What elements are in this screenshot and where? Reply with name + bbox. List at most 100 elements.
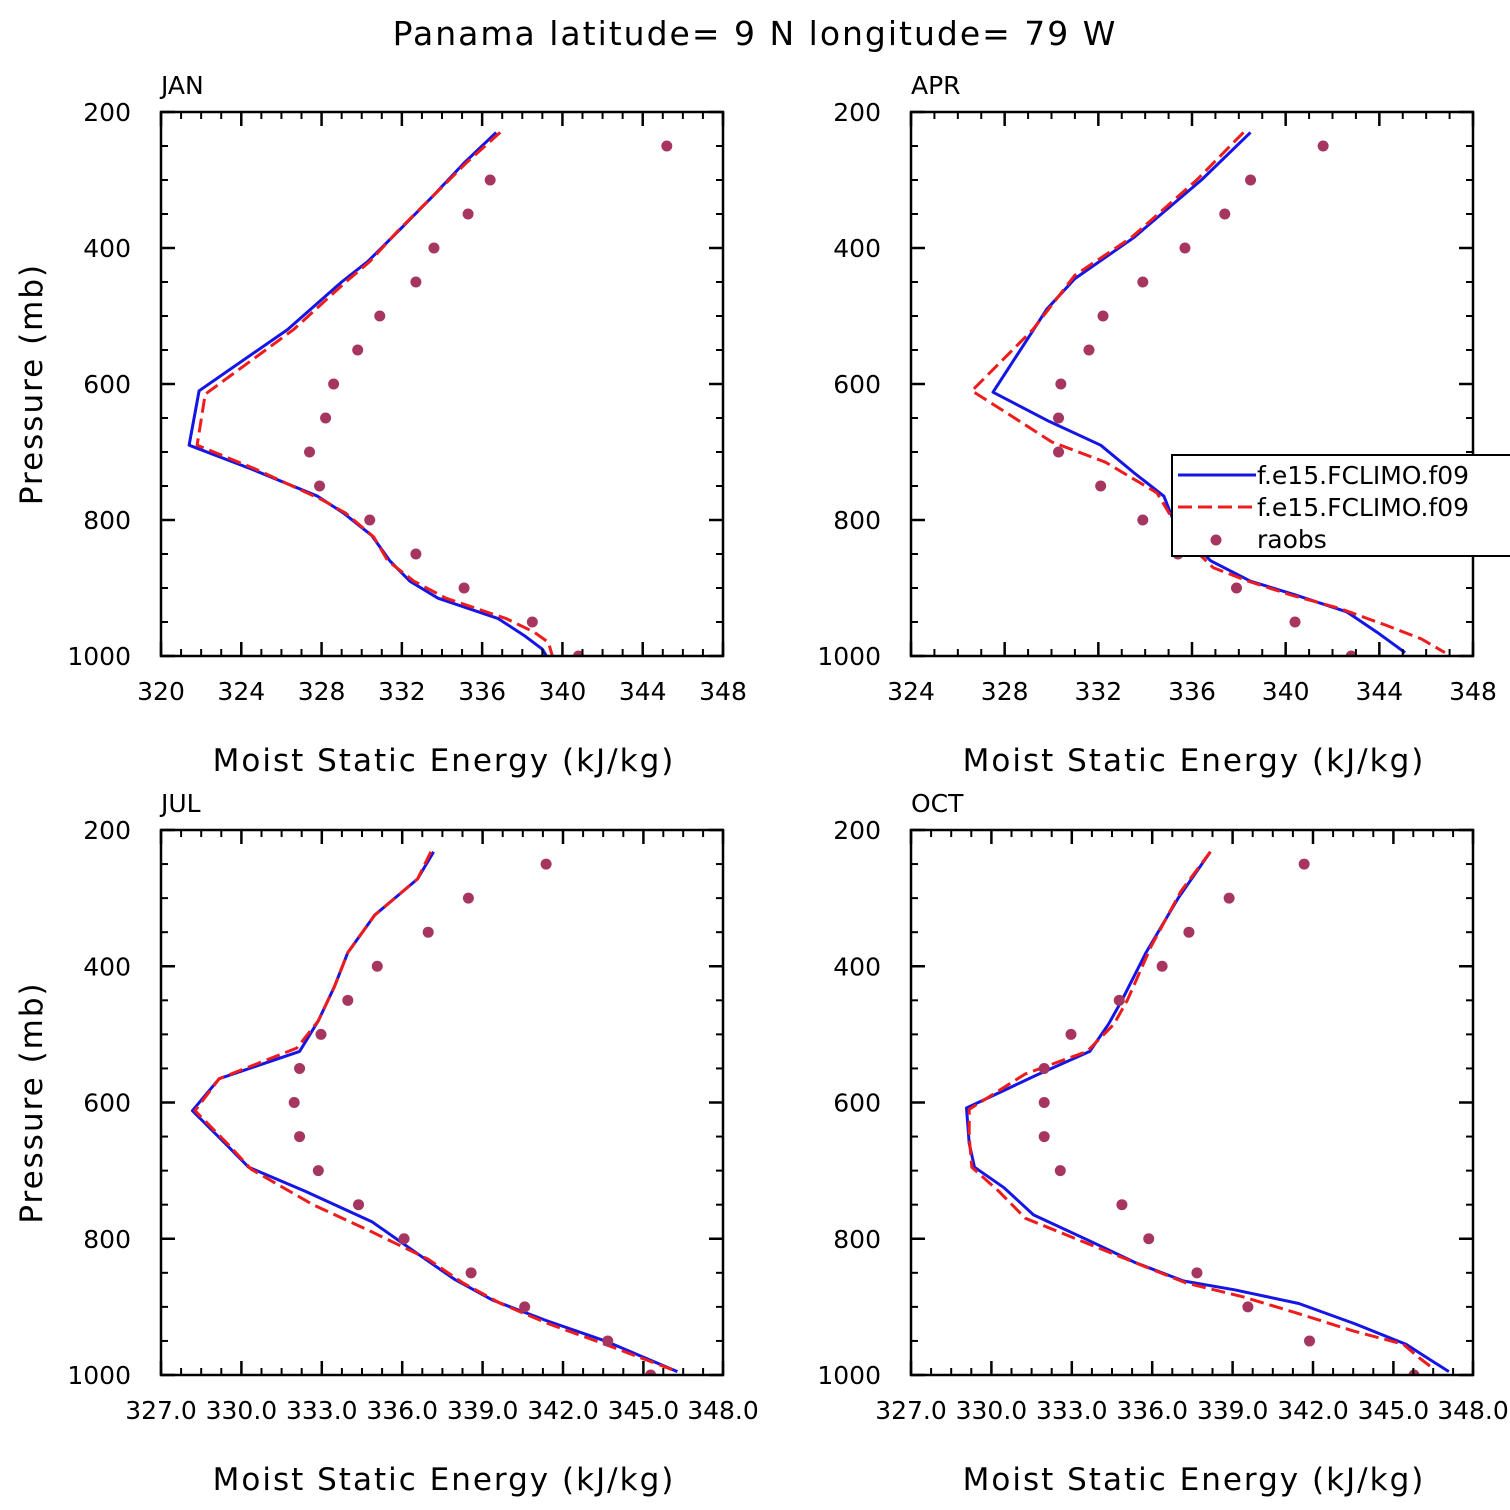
series-line-dashed bbox=[967, 850, 1434, 1370]
raobs-point bbox=[342, 994, 354, 1006]
raobs-point bbox=[410, 548, 422, 560]
legend-dot bbox=[1210, 534, 1222, 546]
data-layer bbox=[190, 851, 678, 1375]
raobs-point bbox=[572, 650, 584, 656]
raobs-point bbox=[352, 344, 364, 356]
y-tick-label: 1000 bbox=[67, 642, 131, 671]
y-tick-label: 400 bbox=[833, 234, 881, 263]
x-tick-label: 348 bbox=[1449, 677, 1497, 706]
raobs-point bbox=[1345, 650, 1357, 656]
raobs-point bbox=[1065, 1028, 1077, 1040]
raobs-point bbox=[1038, 1131, 1050, 1143]
raobs-point bbox=[1304, 1335, 1316, 1347]
y-axis-label: Pressure (mb) bbox=[14, 263, 50, 505]
x-tick-label: 339.0 bbox=[1197, 1396, 1269, 1425]
x-tick-label: 333.0 bbox=[286, 1396, 358, 1425]
x-tick-label: 333.0 bbox=[1036, 1396, 1108, 1425]
raobs-point bbox=[458, 582, 470, 594]
series-line-solid bbox=[991, 131, 1406, 654]
plot-frame bbox=[159, 110, 725, 658]
plot-frame bbox=[159, 828, 725, 1377]
x-tick-label: 324 bbox=[887, 677, 935, 706]
raobs-point bbox=[1191, 1267, 1203, 1279]
y-tick-label: 600 bbox=[83, 370, 131, 399]
raobs-point bbox=[1317, 140, 1329, 152]
raobs-point bbox=[1179, 242, 1191, 254]
raobs-point bbox=[1038, 1062, 1050, 1074]
x-axis-label: Moist Static Energy (kJ/kg) bbox=[213, 1462, 676, 1498]
y-tick-label: 800 bbox=[833, 1225, 881, 1254]
raobs-point bbox=[1083, 344, 1095, 356]
panel-title: JAN bbox=[159, 71, 204, 100]
legend-label: f.e15.FCLIMO.f09 bbox=[1257, 493, 1469, 522]
raobs-point bbox=[1223, 892, 1235, 904]
x-tick-label: 344 bbox=[619, 677, 667, 706]
data-layer bbox=[965, 850, 1450, 1375]
x-tick-label: 345.0 bbox=[1358, 1396, 1430, 1425]
raobs-point bbox=[1242, 1301, 1254, 1313]
legend: f.e15.FCLIMO.f09 f.e15.FCLIMO.f09 raobs bbox=[1171, 454, 1510, 557]
raobs-point bbox=[410, 276, 422, 288]
y-tick-label: 200 bbox=[83, 816, 131, 845]
x-tick-label: 339.0 bbox=[447, 1396, 519, 1425]
y-tick-label: 400 bbox=[833, 952, 881, 981]
raobs-point bbox=[1137, 514, 1149, 526]
y-tick-label: 1000 bbox=[817, 642, 881, 671]
raobs-point bbox=[1097, 310, 1109, 322]
raobs-point bbox=[1055, 378, 1067, 390]
y-tick-label: 1000 bbox=[67, 1361, 131, 1390]
x-tick-label: 344 bbox=[1355, 677, 1403, 706]
raobs-point bbox=[526, 616, 538, 628]
panel-jul: 327.0 330.0 333.0 336.0 339.0 342.0 345.0 348.0… bbox=[14, 789, 759, 1498]
raobs-point bbox=[320, 412, 332, 424]
series-line-solid bbox=[187, 131, 548, 656]
raobs-point bbox=[1095, 480, 1107, 492]
legend-label: raobs bbox=[1257, 525, 1327, 554]
y-tick-label: 200 bbox=[833, 816, 881, 845]
x-tick-label: 330.0 bbox=[956, 1396, 1028, 1425]
raobs-point bbox=[371, 960, 383, 972]
plot-frame bbox=[909, 828, 1475, 1377]
x-axis-label: Moist Static Energy (kJ/kg) bbox=[963, 743, 1426, 779]
raobs-point bbox=[462, 892, 474, 904]
x-tick-label: 327.0 bbox=[875, 1396, 947, 1425]
y-tick-label: 800 bbox=[83, 506, 131, 535]
x-tick-label: 320 bbox=[137, 677, 185, 706]
raobs-point bbox=[1245, 174, 1257, 186]
raobs-point bbox=[328, 378, 340, 390]
raobs-point bbox=[519, 1301, 531, 1313]
x-tick-label: 328 bbox=[298, 677, 346, 706]
data-layer bbox=[187, 131, 673, 656]
raobs-point bbox=[315, 1028, 327, 1040]
raobs-point bbox=[462, 208, 474, 220]
raobs-point bbox=[364, 514, 376, 526]
panel-jan: 320 324 328 332 336 340 344 348 200 400 600 800 1000… bbox=[14, 71, 747, 779]
raobs-point bbox=[1053, 412, 1065, 424]
x-tick-label: 342.0 bbox=[1277, 1396, 1349, 1425]
raobs-point bbox=[353, 1199, 365, 1211]
panel-title: JUL bbox=[159, 789, 201, 818]
plot-frame bbox=[909, 110, 1475, 658]
raobs-point bbox=[314, 480, 326, 492]
raobs-point bbox=[294, 1131, 306, 1143]
x-tick-label: 336 bbox=[458, 677, 506, 706]
raobs-point bbox=[661, 140, 673, 152]
series-line-solid bbox=[190, 851, 678, 1373]
x-tick-label: 332 bbox=[378, 677, 426, 706]
raobs-point bbox=[1219, 208, 1231, 220]
raobs-point bbox=[1298, 858, 1310, 870]
raobs-point bbox=[374, 310, 386, 322]
raobs-point bbox=[1116, 1199, 1128, 1211]
panel-title: APR bbox=[911, 71, 961, 100]
raobs-point bbox=[1289, 616, 1301, 628]
raobs-point bbox=[312, 1165, 324, 1177]
x-tick-label: 342.0 bbox=[527, 1396, 599, 1425]
y-tick-label: 200 bbox=[833, 98, 881, 127]
series-line-dashed bbox=[193, 851, 678, 1374]
raobs-point bbox=[1054, 1165, 1066, 1177]
raobs-point bbox=[1230, 582, 1242, 594]
y-tick-label: 400 bbox=[83, 234, 131, 263]
raobs-point bbox=[398, 1233, 410, 1245]
raobs-point bbox=[540, 858, 552, 870]
